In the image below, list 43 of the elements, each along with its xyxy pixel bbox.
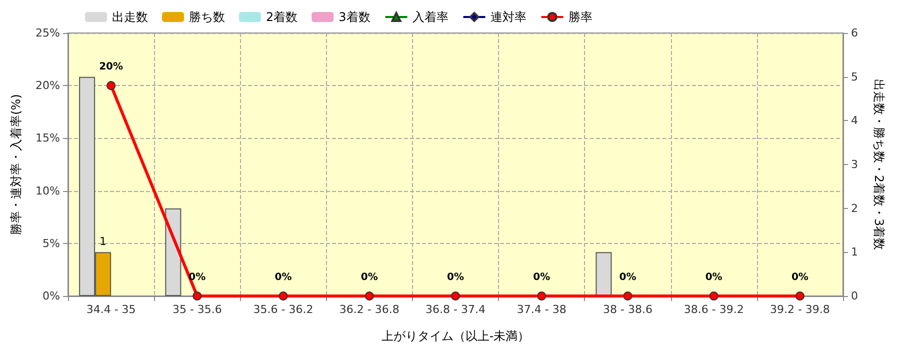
data-label: 0% <box>360 272 378 283</box>
legend-label: 2着数 <box>266 10 298 24</box>
data-label: 1 <box>100 235 107 248</box>
data-label: 0% <box>274 272 292 283</box>
y-axis-title: 勝率・連対率・入着率(%) <box>9 94 23 235</box>
x-tick-label: 35.6 - 36.2 <box>253 303 314 316</box>
x-axis-title: 上がりタイム（以上-未満） <box>381 329 530 343</box>
y-tick-label: 15% <box>36 132 60 145</box>
x-tick-label: 37.4 - 38 <box>516 303 566 316</box>
bar <box>596 252 612 296</box>
y2-tick-label: 1 <box>851 246 858 259</box>
legend-label: 3着数 <box>338 10 370 24</box>
legend-label: 入着率 <box>412 10 448 24</box>
x-tick-label: 39.2 - 39.8 <box>770 303 830 316</box>
legend-label: 勝ち数 <box>189 10 225 24</box>
y2-axis-title: 出走数・勝ち数・2着数・3着数 <box>872 78 886 250</box>
x-tick-label: 38.6 - 39.2 <box>684 303 744 316</box>
legend-label: 勝率 <box>568 10 592 24</box>
x-tick-label: 38 - 38.6 <box>602 303 652 316</box>
y-tick-label: 5% <box>42 236 60 250</box>
y-tick-label: 25% <box>36 26 60 40</box>
y-tick-label: 0% <box>42 290 60 302</box>
data-label: 0% <box>533 272 550 283</box>
y-tick-label: 20% <box>36 79 60 92</box>
y2-tick-label: 6 <box>851 26 858 40</box>
data-label: 20% <box>99 62 124 73</box>
legend-label: 出走数 <box>112 10 148 24</box>
x-tick-label: 35 - 35.6 <box>172 303 222 316</box>
y2-tick-label: 4 <box>851 114 858 128</box>
x-tick-label: 36.2 - 36.8 <box>339 303 400 316</box>
x-tick-label: 36.8 - 37.4 <box>426 303 486 316</box>
legend-label: 連対率 <box>490 10 526 24</box>
y-tick-label: 10% <box>36 184 60 198</box>
data-label: 0% <box>791 272 808 283</box>
y2-tick-label: 2 <box>851 202 858 215</box>
bar <box>165 208 182 296</box>
data-label: 0% <box>619 272 636 283</box>
y2-tick-label: 3 <box>851 158 858 171</box>
y2-tick-label: 5 <box>851 70 858 84</box>
data-label: 0% <box>447 272 464 283</box>
data-label: 0% <box>705 272 722 283</box>
x-tick-label: 34.4 - 35 <box>86 303 136 316</box>
y2-tick-label: 0 <box>851 290 858 302</box>
